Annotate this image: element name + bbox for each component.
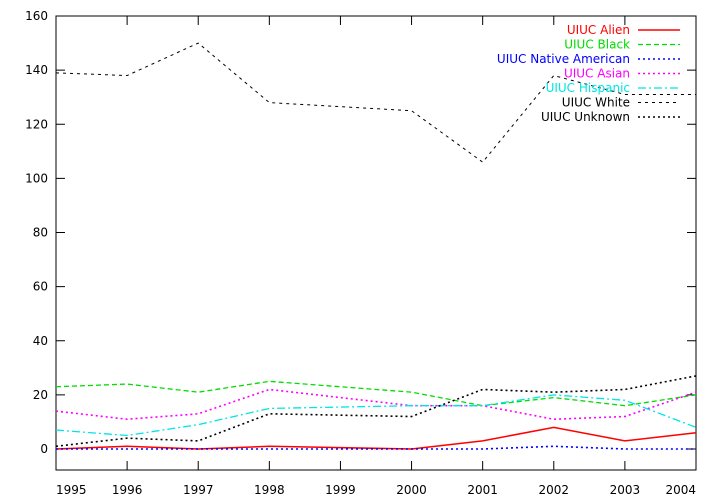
x-tick-label: 2003 <box>610 483 641 497</box>
y-tick-label: 40 <box>33 334 48 348</box>
legend-label: UIUC Alien <box>567 23 630 37</box>
legend-label: UIUC Unknown <box>541 110 630 124</box>
x-tick-label: 1998 <box>254 483 285 497</box>
series-line-uiuc-unknown <box>55 375 697 448</box>
series-line-uiuc-native-american <box>56 445 696 450</box>
x-tick-label: 1997 <box>183 483 214 497</box>
x-axis: 1995 1996 1997 1998 1999 2000 2001 2002 2003 2004 <box>55 16 697 497</box>
series-line-uiuc-asian <box>55 388 697 421</box>
y-tick-label: 0 <box>40 442 48 456</box>
y-tick-label: 60 <box>33 280 48 294</box>
x-tick-label: 1999 <box>325 483 356 497</box>
series-line-uiuc-black <box>55 380 697 407</box>
legend-label: UIUC White <box>562 96 630 110</box>
y-tick-label: 80 <box>33 226 48 240</box>
x-tick-label: 1996 <box>112 483 143 497</box>
x-tick-label: 2002 <box>539 483 570 497</box>
y-tick-label: 20 <box>33 388 48 402</box>
legend-label: UIUC Native American <box>497 52 630 66</box>
series-line-uiuc-hispanic <box>55 394 697 437</box>
x-tick-label: 2000 <box>396 483 427 497</box>
y-tick-label: 120 <box>25 117 48 131</box>
series-lines <box>55 42 697 450</box>
legend-label: UIUC Black <box>564 38 630 52</box>
y-axis: 0 20 40 60 80 100 120 140 160 <box>25 9 696 456</box>
legend-label: UIUC Hispanic <box>546 81 630 95</box>
x-tick-label: 2001 <box>467 483 498 497</box>
legend-label: UIUC Asian <box>564 67 630 81</box>
x-tick-label: 1995 <box>56 483 87 497</box>
y-tick-label: 100 <box>25 171 48 185</box>
plot-frame <box>55 15 697 471</box>
y-tick-label: 160 <box>25 9 48 23</box>
series-line-uiuc-alien <box>55 426 697 450</box>
x-tick-label: 2004 <box>665 483 696 497</box>
y-tick-label: 140 <box>25 63 48 77</box>
